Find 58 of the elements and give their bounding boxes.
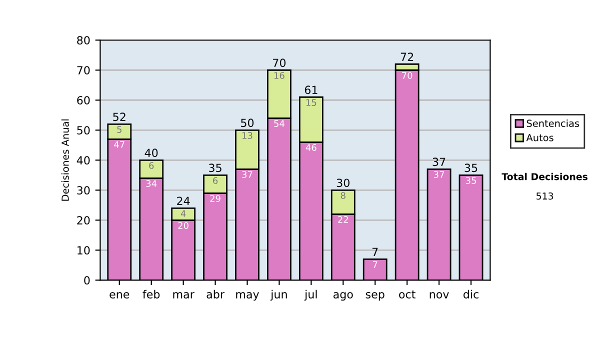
x-tick-label: jul (304, 290, 317, 301)
data-label: 7 (372, 261, 378, 268)
data-label: 47 (114, 141, 124, 148)
x-tick-label: nov (430, 292, 449, 298)
data-label: 37 (242, 171, 252, 178)
text: 513 (536, 192, 554, 200)
data-label: 8 (340, 192, 346, 199)
data-label: 54 (274, 120, 284, 127)
text: Total Decisiones (502, 172, 588, 180)
data-label: 6 (213, 177, 218, 184)
total-label: 40 (144, 148, 158, 158)
data-label: 13 (242, 132, 252, 139)
total-label: 35 (209, 164, 222, 172)
x-tick-label: sep (366, 292, 384, 301)
x-tick-label: jun (270, 290, 287, 301)
data-label: 16 (274, 72, 284, 79)
data-label: 20 (178, 222, 188, 229)
data-label: 46 (306, 144, 316, 151)
total-label: 61 (304, 86, 318, 94)
data-label: 35 (466, 177, 476, 184)
y-tick-label: 60 (77, 96, 90, 105)
y-tick-label: 40 (76, 156, 90, 165)
data-label: 34 (146, 180, 157, 187)
x-tick-label: may (236, 292, 260, 301)
y-tick-label: 10 (78, 246, 90, 255)
x-tick-label: mar (173, 292, 194, 298)
data-label: 4 (180, 210, 186, 217)
x-tick-label: ago (333, 292, 353, 301)
data-label: 70 (402, 72, 412, 79)
total-label: 37 (432, 158, 446, 166)
y-tick-label: 50 (77, 126, 90, 135)
total-label: 50 (241, 118, 254, 128)
data-label: 6 (149, 162, 154, 169)
data-label: 5 (117, 126, 122, 133)
x-tick-label: abr (206, 290, 224, 298)
x-tick-label: oct (399, 290, 416, 298)
y-tick-label: 80 (77, 36, 90, 44)
y-axis-title: Decisiones Anual (61, 119, 69, 201)
total-label: 52 (113, 112, 126, 122)
legend-label: Autos (526, 134, 554, 142)
y-tick-label: 0 (84, 276, 90, 285)
x-tick-label: ene (110, 292, 130, 298)
total-label: 7 (372, 248, 378, 256)
data-label: 15 (306, 99, 316, 106)
data-label: 22 (338, 216, 348, 223)
y-tick-label: 30 (77, 186, 90, 195)
x-tick-label: dic (464, 290, 478, 298)
y-tick-label: 20 (77, 216, 90, 225)
total-label: 30 (336, 178, 350, 188)
total-label: 70 (273, 58, 286, 68)
y-tick-label: 70 (77, 66, 90, 75)
total-label: 24 (177, 196, 190, 205)
data-label: 37 (434, 171, 444, 178)
total-label: 72 (400, 52, 414, 61)
data-label: 29 (210, 195, 220, 202)
total-label: 35 (464, 164, 478, 172)
legend-label: Sentencias (526, 119, 580, 128)
x-tick-label: feb (142, 290, 160, 298)
